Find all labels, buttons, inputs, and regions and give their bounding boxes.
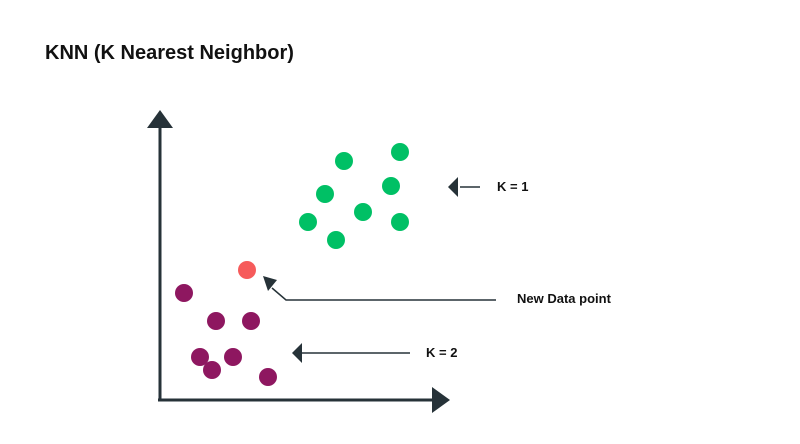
purple-point bbox=[207, 312, 225, 330]
purple-point bbox=[203, 361, 221, 379]
new-point-arrow bbox=[263, 276, 496, 301]
green-point bbox=[327, 231, 345, 249]
diagram-title: KNN (K Nearest Neighbor) bbox=[45, 42, 294, 64]
green-point bbox=[316, 185, 334, 203]
green-class-points bbox=[299, 143, 409, 249]
axes bbox=[147, 110, 450, 413]
purple-point bbox=[191, 348, 209, 366]
purple-point bbox=[242, 312, 260, 330]
k2-arrow bbox=[292, 343, 410, 363]
green-point bbox=[382, 177, 400, 195]
x-axis-arrowhead bbox=[432, 387, 450, 413]
purple-class-points bbox=[175, 284, 277, 386]
green-point bbox=[391, 143, 409, 161]
k1-arrow bbox=[448, 177, 480, 197]
purple-point bbox=[259, 368, 277, 386]
purple-point bbox=[224, 348, 242, 366]
new-data-point bbox=[238, 261, 256, 279]
green-point bbox=[354, 203, 372, 221]
green-point bbox=[335, 152, 353, 170]
k2-label: K = 2 bbox=[426, 345, 457, 360]
green-point bbox=[299, 213, 317, 231]
green-point bbox=[391, 213, 409, 231]
purple-point bbox=[175, 284, 193, 302]
y-axis-arrowhead bbox=[147, 110, 173, 128]
k1-label: K = 1 bbox=[497, 179, 528, 194]
new-point-label: New Data point bbox=[517, 291, 612, 306]
